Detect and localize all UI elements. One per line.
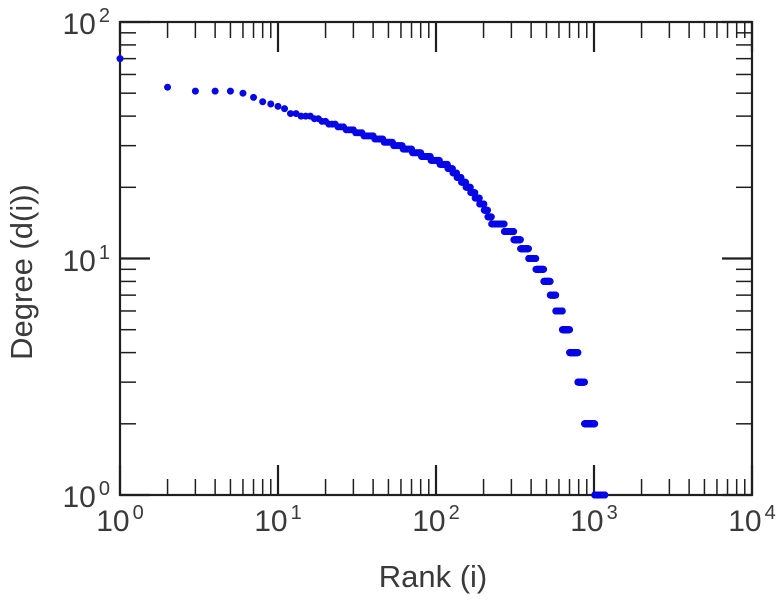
data-points — [116, 55, 609, 499]
x-tick-label-1e1: 10 1 — [254, 502, 302, 538]
x-tick-label-1e3: 10 3 — [570, 502, 618, 538]
x-tick-label-1e0: 10 0 — [96, 502, 144, 538]
axis-ticks — [118, 20, 754, 497]
y-tick-label-1e0: 10 0 — [62, 477, 111, 514]
y-tick-label-1e2: 10 2 — [62, 4, 111, 41]
x-axis-title: Rank (i) — [378, 559, 488, 594]
y-tick-label-1e1: 10 1 — [62, 241, 111, 278]
x-tick-label-1e2: 10 2 — [412, 502, 460, 538]
y-axis-title: Degree (d(i)) — [4, 184, 39, 360]
x-tick-label-1e4: 10 4 — [728, 502, 776, 538]
